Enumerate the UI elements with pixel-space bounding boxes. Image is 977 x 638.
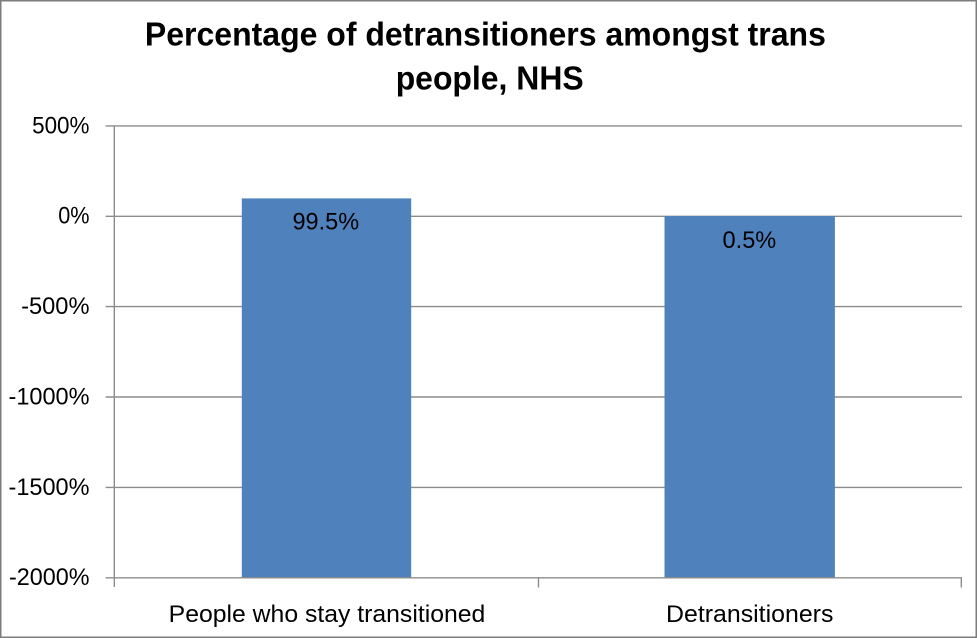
svg-text:-2000%: -2000% (9, 564, 90, 591)
svg-text:-500%: -500% (21, 293, 89, 320)
svg-text:Percentage of detransitioners: Percentage of detransitioners amongst tr… (145, 16, 826, 53)
svg-text:500%: 500% (32, 112, 89, 139)
svg-text:-1500%: -1500% (9, 474, 90, 501)
svg-text:-1000%: -1000% (9, 383, 90, 410)
svg-text:People who stay transitioned: People who stay transitioned (169, 601, 486, 628)
svg-text:0%: 0% (58, 203, 89, 230)
svg-text:Detransitioners: Detransitioners (666, 601, 833, 628)
svg-text:99.5%: 99.5% (292, 209, 359, 236)
svg-text:0.5%: 0.5% (723, 227, 777, 254)
svg-text:people, NHS: people, NHS (396, 59, 584, 96)
